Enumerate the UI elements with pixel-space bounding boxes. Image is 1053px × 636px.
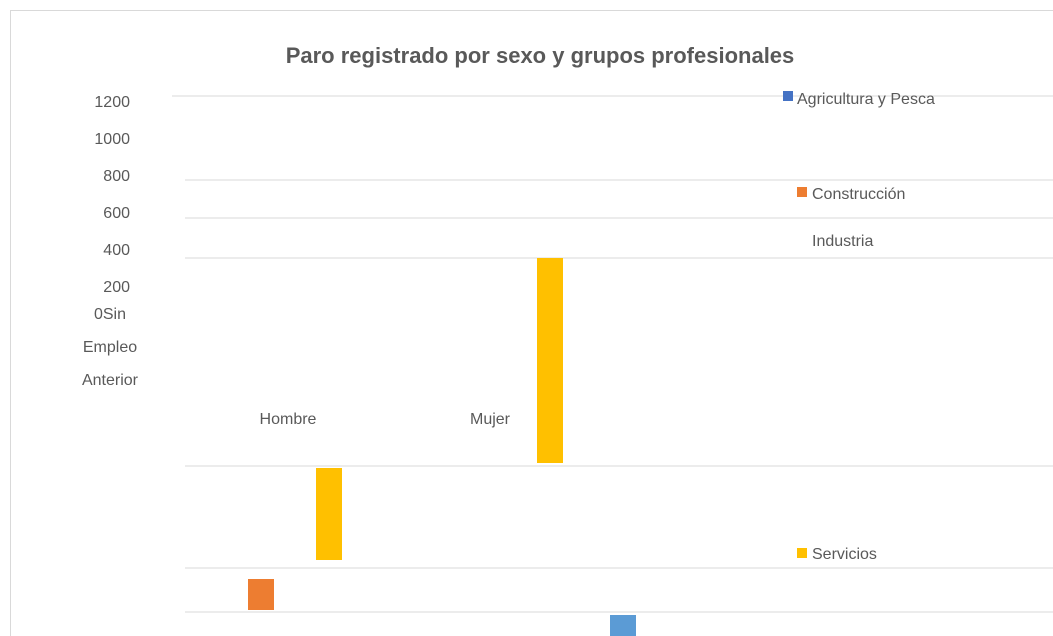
axis-label: 800 [103,168,130,185]
axis-label: Empleo [83,339,137,356]
chart-frame [10,10,1053,636]
legend-label: Industria [812,233,873,250]
axis-label: 600 [103,205,130,222]
axis-label: 200 [103,279,130,296]
axis-label: 1200 [94,94,130,111]
axis-label: 400 [103,242,130,259]
axis-label: 0Sin [94,306,126,323]
bar [316,468,342,560]
legend-swatch [783,91,793,101]
bar [248,579,274,610]
legend-label: Agricultura y Pesca [797,91,935,108]
category-label: Mujer [470,411,511,428]
axis-label: 1000 [94,131,130,148]
category-label: Hombre [260,411,317,428]
legend-label: Servicios [812,546,877,563]
bar [537,258,563,463]
legend-label: Construcción [812,186,905,203]
axis-label: Anterior [82,372,139,389]
legend-swatch [797,548,807,558]
legend-swatch [797,187,807,197]
bar [610,615,636,636]
chart-title: Paro registrado por sexo y grupos profes… [286,43,795,68]
